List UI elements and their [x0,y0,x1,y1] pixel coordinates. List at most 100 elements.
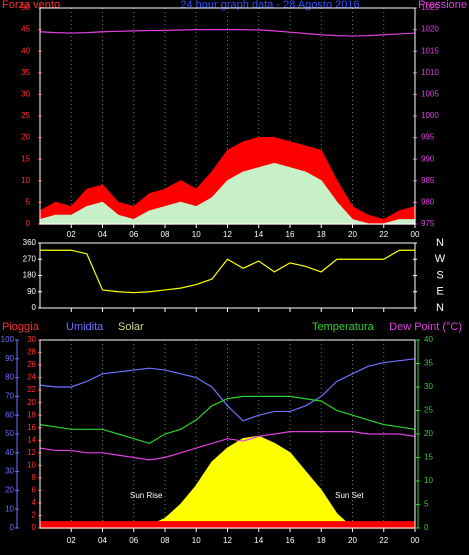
y-tick-label: 30 [21,90,30,99]
y-tick-label: 25 [424,406,433,415]
annotation: Sun Rise [130,491,163,500]
y-tick-label: 16 [27,423,36,432]
y-tick-label: 5 [424,500,429,509]
y-tick-label: 990 [421,154,435,163]
x-tick-label: 14 [254,230,263,239]
x-tick-label: 04 [98,230,107,239]
plot-frame [39,7,416,225]
plot-frame [39,242,416,309]
x-tick-label: 22 [379,230,388,239]
x-tick-label: 16 [286,536,295,545]
y-tick-label: 10 [21,176,30,185]
y-tick-label: 980 [421,198,435,207]
y-tick-label: 70 [5,392,14,401]
y-tick-label: 20 [424,429,433,438]
y-tick-label: 270 [23,254,37,263]
y-tick-label: 360 [23,238,37,247]
x-tick-label: 02 [67,230,76,239]
y-tick-label: 0 [424,523,429,532]
y-tick-label: W [435,253,446,265]
y-tick-label: 100 [1,335,15,344]
line [39,358,416,422]
y-tick-label: 30 [5,467,14,476]
chart-title: 24 hour graph data - 28 Agosto 2016 [180,0,359,11]
x-tick-label: 06 [129,536,138,545]
x-tick-label: 20 [348,536,357,545]
y-tick-label: 1020 [421,25,439,34]
y-tick-label: 50 [5,429,14,438]
plot-frame [39,339,416,529]
y-tick-label: 1010 [421,68,439,77]
y-tick-label: 5 [26,198,31,207]
y-tick-label: 0 [32,303,37,312]
y-tick-label: 0 [32,523,37,532]
x-tick-label: 14 [254,536,263,545]
y-tick-label: 60 [5,410,14,419]
x-tick-label: 22 [379,536,388,545]
y-tick-label: 1000 [421,111,439,120]
y-tick-label: N [436,302,444,314]
line [39,29,416,37]
line [40,249,415,294]
y-tick-label: 80 [5,373,14,382]
y-tick-label: 14 [27,435,36,444]
axis-label: Temperatura [312,321,375,333]
y-tick-label: 12 [27,448,36,457]
y-tick-label: 10 [5,504,14,513]
y-tick-label: 24 [27,373,36,382]
y-tick-label: 995 [421,133,435,142]
line [39,431,416,461]
x-tick-label: 00 [411,536,420,545]
y-tick-label: 180 [23,271,37,280]
y-tick-label: 26 [27,360,36,369]
y-tick-label: 20 [27,398,36,407]
y-tick-label: 90 [27,287,36,296]
y-tick-label: 30 [424,382,433,391]
y-tick-label: 28 [27,348,36,357]
axis-label: Pressione [418,0,467,11]
y-tick-label: 1015 [421,46,439,55]
x-tick-label: 10 [192,230,201,239]
y-tick-label: 15 [424,453,433,462]
y-tick-label: 10 [424,476,433,485]
series-name: Solar [118,321,144,333]
y-tick-label: 40 [21,46,30,55]
line [39,395,416,445]
y-tick-label: 1005 [421,90,439,99]
x-tick-label: 16 [286,230,295,239]
x-tick-label: 18 [317,230,326,239]
y-tick-label: 6 [32,486,37,495]
y-tick-label: S [436,269,443,281]
axis-label: Forza vento [2,0,60,11]
y-tick-label: 0 [26,219,31,228]
y-tick-label: 50 [21,3,30,12]
x-tick-label: 20 [348,230,357,239]
y-tick-label: 975 [421,219,435,228]
y-tick-label: 2 [32,511,37,520]
x-tick-label: 00 [411,230,420,239]
axis-label: Pioggia [2,321,40,333]
y-tick-label: 4 [32,498,37,507]
y-tick-label: 1025 [421,3,439,12]
y-tick-label: 0 [10,523,15,532]
y-tick-label: 15 [21,154,30,163]
y-tick-label: 18 [27,410,36,419]
x-tick-label: 12 [223,230,232,239]
y-tick-label: 22 [27,385,36,394]
x-tick-label: 04 [98,536,107,545]
x-tick-label: 12 [223,536,232,545]
y-tick-label: 20 [21,133,30,142]
area [39,521,416,529]
y-tick-label: 30 [27,335,36,344]
y-tick-label: 8 [32,473,37,482]
y-tick-label: 40 [5,448,14,457]
x-tick-label: 08 [161,536,170,545]
x-tick-label: 06 [129,230,138,239]
y-tick-label: 20 [5,486,14,495]
x-tick-label: 18 [317,536,326,545]
y-tick-label: 45 [21,25,30,34]
y-tick-label: N [436,237,444,249]
y-tick-label: 40 [424,335,433,344]
y-tick-label: 985 [421,176,435,185]
